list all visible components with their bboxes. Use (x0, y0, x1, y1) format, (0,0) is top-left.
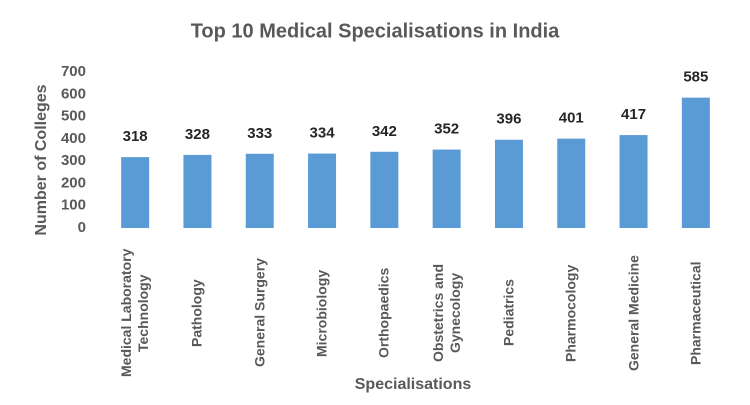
x-tick-label: Medical Laboratory Technology (118, 248, 152, 378)
chart-title: Top 10 Medical Specialisations in India (191, 20, 560, 42)
data-label: 334 (310, 125, 336, 142)
bar (183, 154, 212, 228)
bar (494, 139, 523, 228)
bar (681, 97, 710, 228)
y-tick-label: 200 (61, 174, 86, 191)
x-tick-label: Pharmaceutical (687, 261, 704, 365)
bar (370, 151, 399, 228)
data-label: 401 (559, 110, 584, 127)
y-tick-label: 400 (61, 130, 86, 147)
y-tick-label: 600 (61, 85, 86, 102)
x-tick-label: Pharmocology (562, 264, 579, 362)
x-tick-label: Obstetrics and Gynecology (429, 263, 463, 363)
bar (308, 153, 337, 228)
y-tick-label: 700 (61, 63, 86, 80)
bar (121, 157, 150, 228)
y-tick-label: 300 (61, 152, 86, 169)
bar (619, 135, 648, 228)
x-tick-label: Pediatrics (500, 279, 517, 347)
y-axis-label: Number of Colleges (33, 84, 50, 235)
y-tick-label: 500 (61, 108, 86, 125)
data-label: 396 (496, 111, 521, 128)
bar (245, 153, 274, 228)
data-label: 352 (434, 121, 459, 138)
data-label: 585 (683, 69, 708, 86)
data-label: 342 (372, 123, 397, 140)
data-label: 333 (247, 125, 272, 142)
x-tick-label: Microbiology (313, 269, 330, 357)
data-label: 417 (621, 106, 646, 123)
bar (557, 138, 586, 228)
x-tick-label: Orthopaedics (375, 267, 392, 359)
x-axis-label: Specialisations (355, 376, 472, 393)
data-label: 318 (123, 128, 148, 145)
y-tick-label: 0 (78, 219, 86, 236)
x-tick-label: Pathology (188, 279, 205, 347)
x-tick-label: General Surgery (251, 258, 268, 368)
y-tick-label: 100 (61, 197, 86, 214)
bar (432, 149, 461, 228)
data-label: 328 (185, 126, 210, 143)
x-tick-label: General Medicine (625, 255, 642, 371)
